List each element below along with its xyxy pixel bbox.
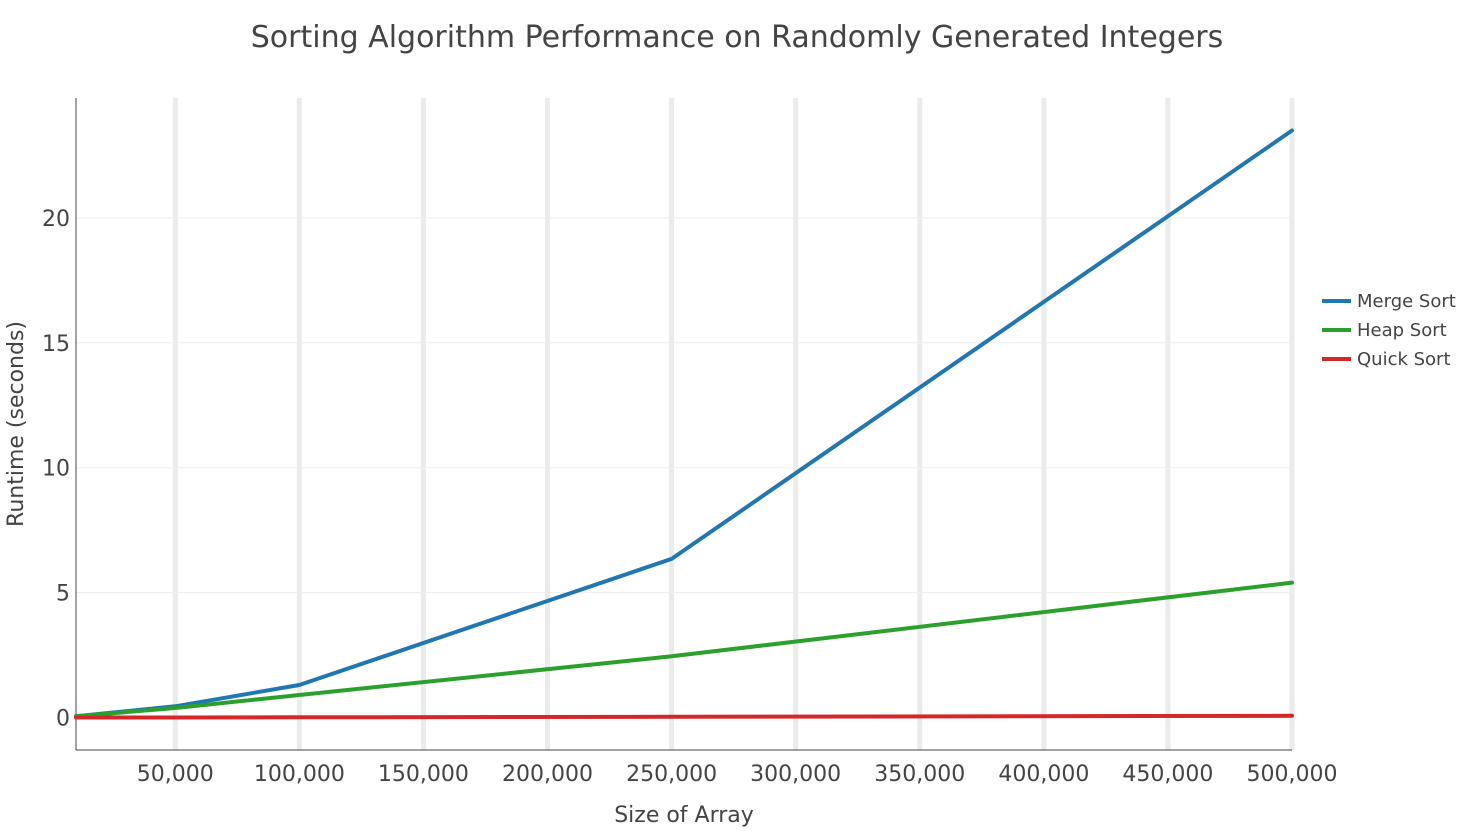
x-tick-label: 450,000 bbox=[1122, 762, 1213, 787]
y-tick-label: 5 bbox=[56, 582, 70, 607]
x-tick-label: 400,000 bbox=[998, 762, 1089, 787]
x-tick-label: 250,000 bbox=[626, 762, 717, 787]
y-tick-label: 0 bbox=[56, 707, 70, 732]
legend[interactable]: Merge Sort Heap Sort Quick Sort bbox=[1322, 291, 1456, 370]
y-tick-label: 15 bbox=[42, 332, 70, 357]
x-tick-label: 100,000 bbox=[254, 762, 345, 787]
legend-item-merge-sort[interactable]: Merge Sort bbox=[1322, 291, 1456, 312]
y-axis-title: Runtime (seconds) bbox=[4, 321, 29, 527]
legend-label: Quick Sort bbox=[1357, 349, 1451, 370]
legend-label: Merge Sort bbox=[1357, 291, 1456, 312]
legend-label: Heap Sort bbox=[1357, 320, 1447, 341]
x-tick-label: 150,000 bbox=[378, 762, 469, 787]
axes bbox=[75, 98, 1292, 751]
grid bbox=[76, 98, 1295, 750]
series-line-heap-sort bbox=[74, 580, 1294, 719]
legend-item-quick-sort[interactable]: Quick Sort bbox=[1322, 349, 1451, 370]
x-tick-label: 300,000 bbox=[750, 762, 841, 787]
x-tick-label: 50,000 bbox=[137, 762, 214, 787]
y-axis-ticks: 0 5 10 15 20 bbox=[42, 207, 70, 732]
series-lines bbox=[74, 128, 1294, 720]
y-tick-label: 10 bbox=[42, 457, 70, 482]
x-tick-label: 350,000 bbox=[874, 762, 965, 787]
x-axis-title: Size of Array bbox=[614, 803, 754, 828]
legend-item-heap-sort[interactable]: Heap Sort bbox=[1322, 320, 1447, 341]
x-axis-ticks: 50,000 100,000 150,000 200,000 250,000 300,00… bbox=[137, 762, 1338, 787]
chart-title: Sorting Algorithm Performance on Randoml… bbox=[251, 20, 1224, 55]
series-line-quick-sort bbox=[74, 713, 1294, 720]
x-tick-label: 500,000 bbox=[1247, 762, 1338, 787]
x-tick-label: 200,000 bbox=[502, 762, 593, 787]
y-tick-label: 20 bbox=[42, 207, 70, 232]
